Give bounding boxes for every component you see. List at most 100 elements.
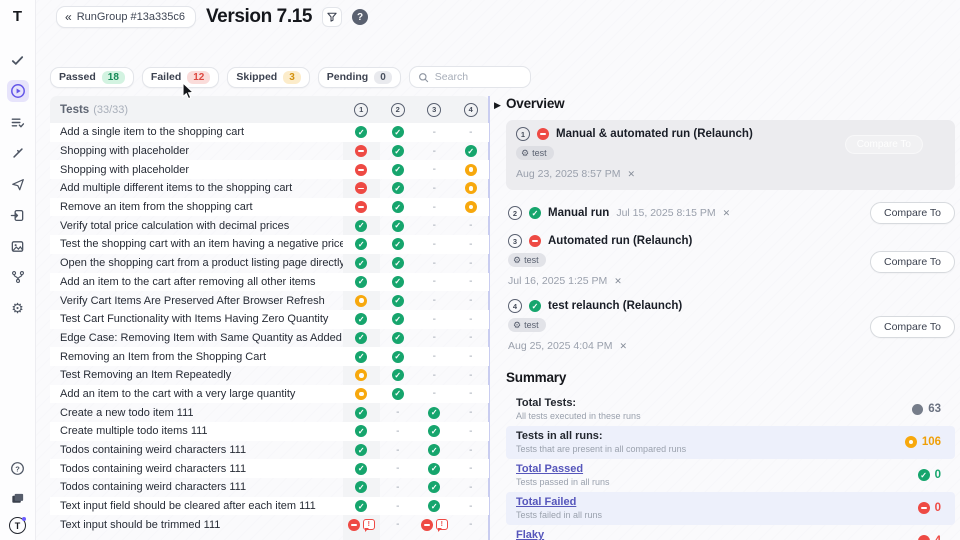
status-cell: ✓ bbox=[380, 126, 417, 138]
table-row[interactable]: Todos containing weird characters 111✓-✓… bbox=[50, 459, 489, 478]
no-result-dash: - bbox=[433, 370, 436, 381]
overview-run-item[interactable]: 4✓test relaunch (Relaunch)⚙testAug 25, 2… bbox=[508, 299, 955, 354]
run-column-header[interactable]: 4 bbox=[453, 103, 490, 117]
filter-failed[interactable]: Failed12 bbox=[142, 67, 219, 88]
table-row[interactable]: Add a single item to the shopping cart✓✓… bbox=[50, 123, 489, 142]
test-name: Todos containing weird characters 111 bbox=[60, 481, 343, 493]
overview-run-item[interactable]: 3Automated run (Relaunch)⚙testJul 16, 20… bbox=[508, 234, 955, 289]
image-icon[interactable] bbox=[7, 235, 29, 257]
compare-to-button[interactable]: Compare To bbox=[870, 251, 955, 273]
overview-run-item[interactable]: 1Manual & automated run (Relaunch)⚙testA… bbox=[506, 120, 955, 190]
test-name: Add a single item to the shopping cart bbox=[60, 126, 343, 138]
table-row[interactable]: Test Cart Functionality with Items Havin… bbox=[50, 310, 489, 329]
table-row[interactable]: Test Removing an Item Repeatedly✓-- bbox=[50, 366, 489, 385]
remove-run-icon[interactable]: ✕ bbox=[620, 341, 628, 352]
remove-run-icon[interactable]: ✕ bbox=[614, 276, 622, 287]
table-row[interactable]: Todos containing weird characters 111✓-✓… bbox=[50, 478, 489, 497]
search-input[interactable] bbox=[435, 71, 520, 83]
search-box[interactable] bbox=[409, 66, 531, 88]
run-column-header[interactable]: 3 bbox=[416, 103, 453, 117]
table-row[interactable]: Add multiple different items to the shop… bbox=[50, 179, 489, 198]
table-row[interactable]: Removing an Item from the Shopping Cart✓… bbox=[50, 347, 489, 366]
compare-to-button[interactable]: Compare To bbox=[870, 202, 955, 224]
run-column-header[interactable]: 1 bbox=[343, 103, 380, 117]
comment-icon[interactable]: ! bbox=[363, 519, 375, 530]
table-row[interactable]: Verify total price calculation with deci… bbox=[50, 216, 489, 235]
run-name: Manual run bbox=[548, 207, 609, 219]
table-row[interactable]: Remove an item from the shopping cart✓- bbox=[50, 198, 489, 217]
table-row[interactable]: Create multiple todo items 111✓-✓- bbox=[50, 422, 489, 441]
filter-count-badge: 3 bbox=[283, 71, 301, 84]
filter-label: Passed bbox=[59, 71, 96, 83]
docs-icon[interactable] bbox=[7, 487, 29, 509]
run-tag: ⚙test bbox=[516, 146, 554, 160]
gear-icon[interactable]: ⚙ bbox=[7, 297, 29, 319]
collapse-panel-icon[interactable]: ▶ bbox=[494, 100, 501, 111]
top-bar: « RunGroup #13a335c6 Version 7.15 ? bbox=[36, 0, 960, 34]
compare-to-button[interactable]: Compare To bbox=[870, 316, 955, 338]
skipped-status-icon bbox=[355, 369, 367, 381]
run-column-header[interactable]: 2 bbox=[380, 103, 417, 117]
table-row[interactable]: Shopping with placeholder✓- bbox=[50, 160, 489, 179]
table-row[interactable]: Verify Cart Items Are Preserved After Br… bbox=[50, 291, 489, 310]
runs-icon[interactable] bbox=[7, 80, 29, 102]
filter-pending[interactable]: Pending0 bbox=[318, 67, 401, 88]
status-cell bbox=[343, 182, 380, 194]
gear-icon: ⚙ bbox=[513, 255, 521, 266]
table-row[interactable]: Add an item to the cart after removing a… bbox=[50, 273, 489, 292]
overview-run-item[interactable]: 2✓Manual runJul 15, 2025 8:15 PM✕Compare… bbox=[508, 202, 955, 224]
summary-link[interactable]: Total Failed bbox=[516, 496, 918, 508]
filter-funnel-button[interactable] bbox=[322, 7, 342, 27]
passed-status-icon: ✓ bbox=[428, 463, 440, 475]
table-row[interactable]: Open the shopping cart from a product li… bbox=[50, 254, 489, 273]
branch-icon[interactable] bbox=[7, 266, 29, 288]
table-row[interactable]: Text input should be trimmed 111!-!- bbox=[50, 515, 489, 534]
help-circle-icon[interactable]: ? bbox=[7, 457, 29, 479]
comment-icon[interactable]: ! bbox=[436, 519, 448, 530]
summary-link[interactable]: Total Passed bbox=[516, 463, 918, 475]
summary-desc: All tests executed in these runs bbox=[516, 411, 912, 421]
filter-skipped[interactable]: Skipped3 bbox=[227, 67, 309, 88]
status-cell: - bbox=[453, 332, 490, 344]
avatar[interactable]: T bbox=[9, 517, 26, 534]
skipped-status-icon bbox=[465, 182, 477, 194]
tests-count: (33/33) bbox=[93, 104, 128, 116]
test-name: Create a new todo item 111 bbox=[60, 407, 343, 419]
status-cell: ✓ bbox=[416, 481, 453, 493]
status-cell: - bbox=[380, 500, 417, 512]
table-row[interactable]: Edge Case: Removing Item with Same Quant… bbox=[50, 329, 489, 348]
status-cells: !-!- bbox=[343, 519, 489, 531]
remove-run-icon[interactable]: ✕ bbox=[628, 169, 636, 180]
table-row[interactable]: Text input field should be cleared after… bbox=[50, 497, 489, 516]
table-row[interactable]: Add an item to the cart with a very larg… bbox=[50, 385, 489, 404]
no-result-dash: - bbox=[469, 388, 472, 399]
status-cell: - bbox=[453, 295, 490, 307]
help-button[interactable]: ? bbox=[352, 9, 368, 25]
checklist-icon[interactable] bbox=[7, 111, 29, 133]
summary-row: Total PassedTests passed in all runs✓0 bbox=[506, 459, 955, 492]
app-logo[interactable]: T bbox=[13, 8, 22, 25]
table-row[interactable]: Create a new todo item 111✓-✓- bbox=[50, 403, 489, 422]
no-result-dash: - bbox=[469, 501, 472, 512]
run-tag: ⚙test bbox=[508, 253, 546, 267]
test-name: Test Cart Functionality with Items Havin… bbox=[60, 313, 343, 325]
rail-bottom: ? T bbox=[7, 457, 29, 534]
table-row[interactable]: Todos containing weird characters 111✓-✓… bbox=[50, 441, 489, 460]
status-cell: - bbox=[416, 369, 453, 381]
no-result-dash: - bbox=[433, 351, 436, 362]
send-icon[interactable] bbox=[7, 173, 29, 195]
check-icon[interactable] bbox=[7, 49, 29, 71]
summary-value: 63 bbox=[912, 403, 941, 415]
summary-link[interactable]: Flaky bbox=[516, 529, 918, 540]
remove-run-icon[interactable]: ✕ bbox=[723, 208, 731, 219]
export-icon[interactable] bbox=[7, 204, 29, 226]
table-row[interactable]: Test the shopping cart with an item havi… bbox=[50, 235, 489, 254]
run-number-icon: 2 bbox=[391, 103, 405, 117]
skipped-status-icon bbox=[355, 388, 367, 400]
back-rungroup-button[interactable]: « RunGroup #13a335c6 bbox=[56, 6, 196, 28]
filter-passed[interactable]: Passed18 bbox=[50, 67, 134, 88]
status-cell: ✓ bbox=[380, 257, 417, 269]
wand-icon[interactable] bbox=[7, 142, 29, 164]
table-row[interactable]: Shopping with placeholder✓-✓ bbox=[50, 142, 489, 161]
status-cells: ✓- bbox=[343, 182, 489, 194]
